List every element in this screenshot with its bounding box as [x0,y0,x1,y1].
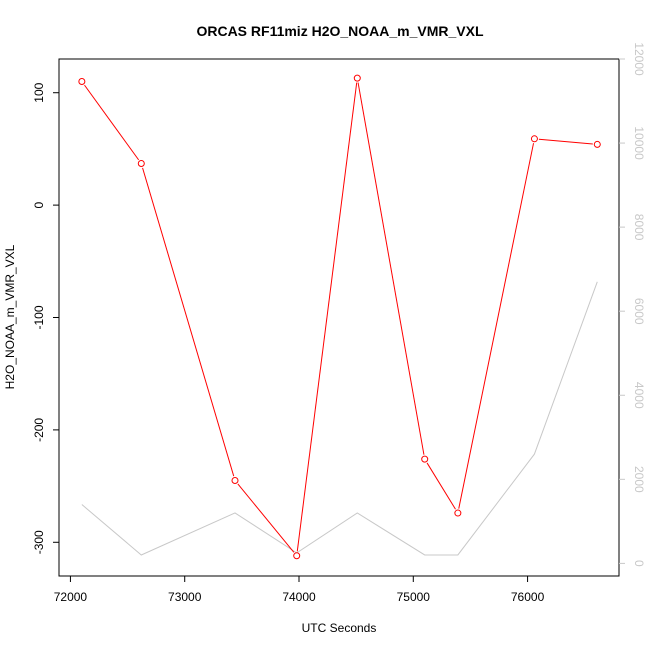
y2-tick-label: 10000 [632,126,646,160]
x-tick-label: 75000 [397,590,431,604]
series-segment-primary [237,483,295,553]
y2-tick-label: 2000 [632,466,646,493]
chart-title: ORCAS RF11miz H2O_NOAA_m_VMR_VXL [196,23,484,39]
y-tick-label: 100 [32,82,46,102]
series-segment-primary [142,167,235,477]
left-axis: 100 0 -100 -200 -300 [32,82,59,554]
data-point [593,140,601,148]
x-tick-label: 74000 [282,590,316,604]
series-line-secondary [81,281,598,556]
x-tick-label: 73000 [168,590,202,604]
data-point [137,160,145,168]
data-point [293,552,301,560]
series-segment-primary [538,138,593,145]
data-point [530,135,538,143]
data-point [454,509,462,517]
data-point [421,455,429,463]
data-point [78,77,86,85]
y2-tick-label: 8000 [632,214,646,241]
right-axis: 0 2000 4000 6000 8000 10000 12000 [619,42,646,567]
y2-tick-label: 4000 [632,382,646,409]
y2-tick-label: 12000 [632,42,646,76]
y2-tick-label: 6000 [632,298,646,325]
x-axis-label: UTC Seconds [302,621,377,635]
x-tick-label: 76000 [511,590,545,604]
plot-frame [58,58,620,577]
series-segment-primary [426,462,456,510]
y-axis-label: H2O_NOAA_m_VMR_VXL [3,244,17,389]
y2-tick-label: 0 [632,560,646,567]
y-tick-label: -200 [32,418,46,442]
series-segment-primary [458,143,535,509]
data-point [231,476,239,484]
series-layer [78,74,601,560]
y-tick-label: -300 [32,530,46,554]
series-segment-primary [296,82,358,552]
x-tick-label: 72000 [54,590,88,604]
series-segment-primary [84,84,140,161]
y-tick-label: -100 [32,305,46,329]
series-segment-primary [357,82,425,455]
y-tick-label: 0 [32,201,46,208]
data-point [353,74,361,82]
bottom-axis: 72000 73000 74000 75000 76000 [54,576,545,604]
